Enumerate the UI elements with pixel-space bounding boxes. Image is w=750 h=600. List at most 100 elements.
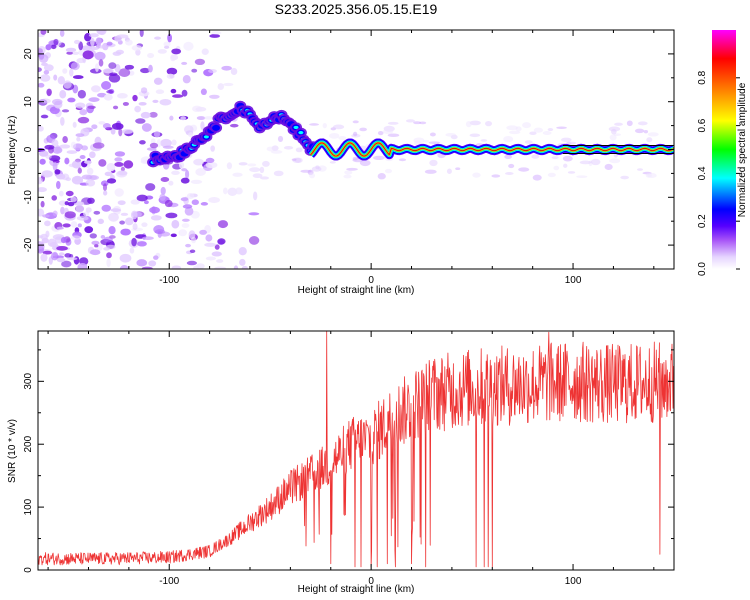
noise-blob [39,150,49,157]
noise-blob [141,236,154,241]
noise-blob [75,102,86,109]
colorbar-tick-label: 0.4 [697,166,708,180]
noise-blob [90,37,95,47]
noise-blob [566,141,577,145]
noise-blob [38,208,45,217]
noise-blob [119,220,125,225]
noise-blob [121,129,134,134]
noise-blob [428,141,441,145]
noise-blob [87,197,95,204]
noise-blob [485,120,493,127]
noise-blob [39,158,46,165]
noise-blob [329,132,340,139]
noise-blob [150,138,156,145]
spectrogram-y-tick-label: -10 [23,190,34,205]
noise-blob [60,116,65,126]
noise-blob [53,38,59,46]
noise-blob [106,89,114,94]
noise-blob [160,186,166,195]
noise-blob [153,131,161,138]
snr-x-tick-label: 0 [368,576,374,587]
noise-blob [103,190,108,196]
noise-blob [518,167,530,172]
noise-blob [51,98,63,106]
noise-blob [120,212,129,216]
noise-blob [60,206,65,215]
noise-blob [532,174,542,181]
noise-blob [405,119,415,123]
noise-blob [138,90,150,97]
noise-blob [352,156,359,161]
noise-blob [131,44,143,51]
noise-blob [529,131,537,136]
noise-blob [171,265,182,269]
noise-blob [102,183,108,192]
noise-blob [200,121,205,131]
noise-blob [77,262,88,269]
noise-blob [283,145,294,150]
noise-blob [184,125,194,134]
noise-blob [51,195,58,201]
noise-blob [553,165,560,171]
noise-blob [171,170,180,176]
noise-blob [98,121,106,125]
noise-blob [140,67,151,74]
noise-blob [64,253,72,258]
colorbar-tick-label: 0.0 [697,262,708,276]
noise-blob [101,204,111,212]
noise-blob [165,212,178,219]
noise-blob [503,135,514,143]
noise-blob [373,155,385,161]
noise-blob [579,160,592,165]
noise-blob [171,219,180,229]
noise-blob [533,127,544,133]
noise-blob [214,244,220,250]
noise-blob [43,64,54,72]
noise-blob [140,111,151,119]
noise-blob [112,105,119,110]
noise-blob [117,200,126,206]
noise-blob [191,236,197,244]
noise-blob [114,157,123,162]
snr-area [38,331,674,568]
spectrogram-y-tick-label: 20 [23,48,34,60]
noise-blob [38,67,42,73]
spectrogram-x-tick-label: 100 [565,275,582,286]
noise-blob [114,151,126,157]
noise-blob [118,68,131,77]
spectrogram-x-tick-label: -100 [159,275,179,286]
noise-blob [62,223,71,228]
noise-blob [38,82,45,88]
noise-blob [84,226,94,234]
noise-blob [180,177,190,184]
noise-blob [61,109,70,113]
noise-blob [103,94,113,101]
noise-blob [58,200,67,206]
noise-blob [626,120,633,127]
noise-blob [166,67,178,75]
noise-blob [204,242,217,247]
noise-blob [567,171,576,174]
noise-blob [57,76,65,85]
noise-blob [130,199,140,205]
noise-blob [45,154,52,159]
noise-blob [164,199,173,208]
noise-blob [423,139,430,143]
noise-blob [65,47,77,53]
noise-blob [153,255,159,260]
noise-blob [89,151,96,159]
noise-blob [226,162,233,170]
noise-blob [150,215,162,221]
noise-blob [239,258,246,266]
noise-blob [106,258,111,268]
noise-blob [252,173,263,179]
noise-blob [214,266,227,269]
noise-blob [70,141,77,149]
noise-blob [141,222,148,228]
noise-blob [309,123,319,126]
noise-blob [59,30,65,37]
noise-blob [180,116,187,121]
noise-blob [70,196,77,202]
noise-blob [65,190,74,197]
noise-blob [54,169,61,175]
